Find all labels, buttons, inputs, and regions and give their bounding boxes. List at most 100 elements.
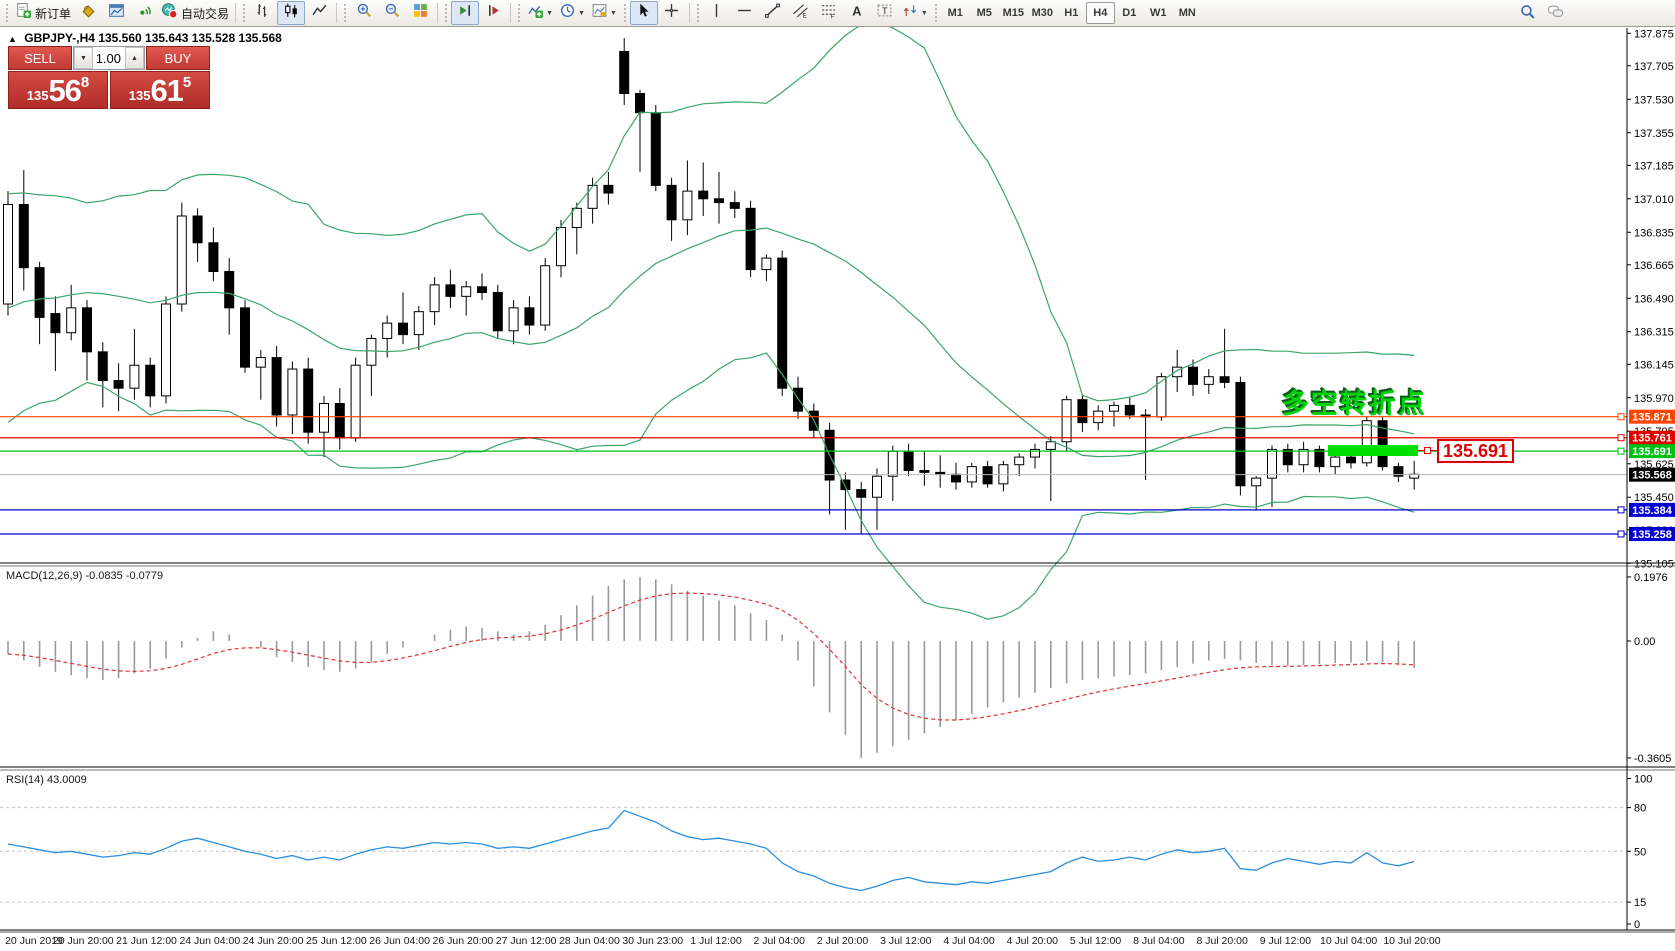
- volume-down-button[interactable]: ▼: [74, 47, 93, 69]
- buy-button[interactable]: BUY: [146, 46, 210, 70]
- time-label: 4 Jul 04:00: [943, 935, 995, 947]
- toolbar-grip[interactable]: [623, 4, 626, 22]
- timeframe-M30-button[interactable]: M30: [1031, 7, 1053, 19]
- price-tick-label: 137.355: [1634, 128, 1674, 140]
- candle-bullish: [571, 207, 582, 228]
- cursor-icon: [635, 2, 652, 24]
- sell-price-button[interactable]: 135 56 8: [8, 71, 108, 109]
- svg-text:F: F: [831, 13, 835, 19]
- line-handle[interactable]: [1617, 506, 1625, 514]
- toolbar-grip[interactable]: [243, 4, 246, 22]
- line-handle[interactable]: [1617, 434, 1625, 442]
- candle-bearish: [650, 112, 661, 186]
- price-tick-label: 137.705: [1634, 61, 1674, 73]
- fibonacci-button[interactable]: F: [815, 1, 843, 25]
- zoom-in-button[interactable]: [350, 1, 378, 25]
- line-handle[interactable]: [1617, 413, 1625, 421]
- macd-indicator-label: MACD(12,26,9) -0.0835 -0.0779: [6, 570, 164, 582]
- timeframe-M5-button[interactable]: M5: [976, 7, 992, 19]
- toolbar-grip[interactable]: [6, 4, 8, 22]
- candle-bearish: [1346, 456, 1356, 464]
- horizontal-line-button[interactable]: [731, 1, 759, 25]
- price-tick-label: 135.450: [1634, 492, 1674, 504]
- templates-icon: [591, 2, 608, 24]
- collapse-arrow-icon[interactable]: ▲: [8, 34, 17, 44]
- highlight-bar[interactable]: [1328, 445, 1418, 456]
- toolbar-grip[interactable]: [518, 4, 521, 22]
- candle-bearish: [1314, 448, 1325, 468]
- candle-bearish: [50, 313, 61, 334]
- candle-bullish: [887, 450, 898, 477]
- volume-up-button[interactable]: ▲: [125, 47, 144, 69]
- macd-pane[interactable]: [0, 567, 1675, 767]
- candle-bearish: [224, 270, 235, 309]
- search-button[interactable]: [1513, 2, 1541, 26]
- new-chart-icon: [108, 2, 125, 24]
- line-handle[interactable]: [1617, 530, 1625, 538]
- chart-area[interactable]: 137.875 137.705 137.530 137.355 137.185 137.0…: [0, 27, 1675, 951]
- price-tick-label: 135.970: [1634, 393, 1674, 405]
- vertical-line-button[interactable]: [703, 1, 731, 25]
- indicators-button[interactable]: ▼: [524, 1, 556, 25]
- sell-button[interactable]: SELL: [8, 46, 72, 70]
- candle-bearish: [492, 292, 503, 332]
- new-chart-button[interactable]: [102, 1, 130, 25]
- line-handle[interactable]: [1617, 447, 1625, 455]
- bar-chart-button[interactable]: [249, 1, 277, 25]
- time-label: 1 Jul 12:00: [690, 935, 742, 947]
- macd-signal-line: [7, 592, 1415, 721]
- volume-input[interactable]: 1.00: [95, 50, 121, 66]
- timeframe-W1-button[interactable]: W1: [1150, 7, 1167, 19]
- time-label: 26 Jun 04:00: [369, 935, 430, 947]
- timeframe-H1-button[interactable]: H1: [1064, 7, 1079, 19]
- trendline-button[interactable]: [759, 1, 787, 25]
- styler-button[interactable]: [74, 1, 102, 25]
- buy-price-button[interactable]: 135 61 5: [110, 71, 210, 109]
- zoom-out-button[interactable]: [378, 1, 406, 25]
- price-callout[interactable]: 135.691: [1437, 439, 1514, 463]
- crosshair-button[interactable]: [658, 1, 686, 25]
- signals-button[interactable]: [130, 1, 158, 25]
- price-tick-label: 136.665: [1634, 260, 1674, 272]
- arrows-icon: [902, 2, 919, 24]
- timeframe-H4-button[interactable]: H4: [1085, 2, 1115, 24]
- toolbar-grip[interactable]: [344, 4, 347, 22]
- cursor-button[interactable]: [629, 1, 658, 25]
- auto-trading-button[interactable]: 自动交易: [158, 1, 232, 25]
- symbol-name: GBPJPY-,H4: [24, 31, 95, 45]
- time-label: 27 Jun 12:00: [496, 935, 557, 947]
- price-tick-label: 136.490: [1634, 293, 1674, 305]
- candle-bullish: [1045, 441, 1056, 450]
- periods-button[interactable]: ▼: [556, 1, 588, 25]
- candle-bearish: [1188, 366, 1198, 385]
- timeframe-MN-button[interactable]: MN: [1178, 7, 1196, 19]
- chart-shift-button[interactable]: [479, 1, 507, 25]
- arrows-button[interactable]: ▼: [899, 1, 931, 25]
- candle-bullish: [66, 307, 77, 334]
- main-chart-pane[interactable]: [0, 28, 1675, 563]
- auto-scroll-button[interactable]: [451, 1, 480, 25]
- candle-bullish: [540, 265, 551, 326]
- timeframe-M1-button[interactable]: M1: [947, 7, 963, 19]
- candlestick-chart-button[interactable]: [277, 1, 306, 25]
- community-button[interactable]: [1541, 2, 1569, 26]
- toolbar-grip[interactable]: [696, 4, 699, 22]
- timeframe-M15-button[interactable]: M15: [1002, 7, 1024, 19]
- time-label: 20 Jun 2019: [5, 935, 63, 947]
- templates-button[interactable]: ▼: [588, 1, 620, 25]
- toolbar-grip[interactable]: [445, 4, 448, 22]
- toolbar-grip[interactable]: [934, 4, 937, 22]
- timeframe-D1-button[interactable]: D1: [1122, 7, 1137, 19]
- chart-annotation-text[interactable]: 多空转折点: [1282, 389, 1427, 419]
- candle-bullish: [761, 257, 772, 271]
- time-axis[interactable]: [0, 933, 1675, 951]
- text-label-button[interactable]: T: [871, 1, 899, 25]
- bar-chart-icon: [255, 2, 272, 24]
- tile-windows-button[interactable]: [406, 1, 434, 25]
- new-order-button[interactable]: 新订单: [12, 1, 74, 25]
- rsi-pane[interactable]: [0, 771, 1675, 930]
- equidistant-channel-button[interactable]: E: [787, 1, 815, 25]
- line-chart-button[interactable]: [305, 1, 333, 25]
- volume-spinner: ▼ 1.00 ▲: [73, 46, 145, 70]
- text-button[interactable]: A: [843, 1, 871, 25]
